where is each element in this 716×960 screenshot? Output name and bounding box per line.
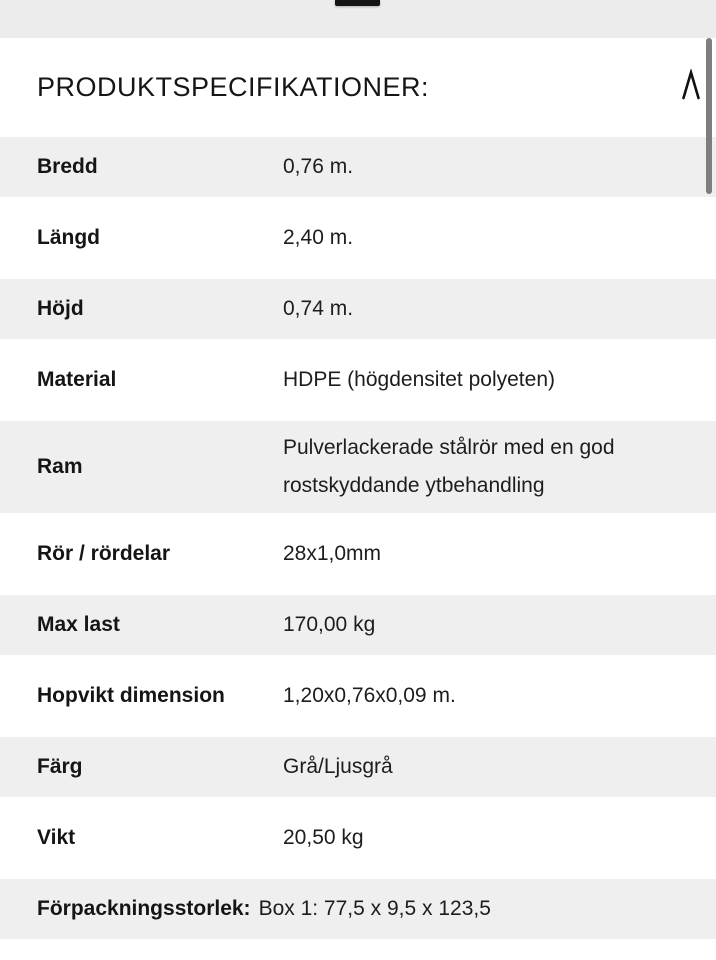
spec-value: Box 1: 77,5 x 9,5 x 123,5 bbox=[258, 897, 491, 920]
spec-label: Förpackningsstorlek: bbox=[37, 897, 251, 920]
spec-value: 20,50 kg bbox=[283, 826, 364, 849]
spec-row: Ram Pulverlackerade stålrör med en god r… bbox=[0, 421, 716, 513]
scrollbar-thumb[interactable] bbox=[706, 38, 712, 194]
spec-value: Pulverlackerade stålrör med en god rosts… bbox=[283, 436, 615, 497]
product-specifications-card: PRODUKTSPECIFIKATIONER: Bredd 0,76 m. Lä… bbox=[0, 38, 716, 960]
spec-value: 170,00 kg bbox=[283, 613, 376, 636]
product-specs-title: PRODUKTSPECIFIKATIONER: bbox=[37, 72, 430, 102]
spec-row: Material HDPE (högdensitet polyeten) bbox=[0, 350, 716, 410]
spec-label: Färg bbox=[37, 755, 83, 778]
spec-label: Material bbox=[37, 368, 117, 391]
spec-value: 1,20x0,76x0,09 m. bbox=[283, 684, 456, 707]
spec-row: Längd 2,40 m. bbox=[0, 208, 716, 268]
spec-value: Grå/Ljusgrå bbox=[283, 755, 393, 778]
spec-label: Vikt bbox=[37, 826, 76, 849]
spec-row: Max last 170,00 kg bbox=[0, 595, 716, 655]
spec-row: Förpackningsstorlek: Box 1: 77,5 x 9,5 x… bbox=[0, 879, 716, 939]
spec-value: 0,76 m. bbox=[283, 155, 354, 178]
spec-row: Bredd 0,76 m. bbox=[0, 137, 716, 197]
spec-row: Hopvikt dimension 1,20x0,76x0,09 m. bbox=[0, 666, 716, 726]
spec-row: Vikt 20,50 kg bbox=[0, 808, 716, 868]
spec-table: Bredd 0,76 m. Längd 2,40 m. Höjd 0,74 m.… bbox=[0, 137, 716, 939]
spec-label: Höjd bbox=[37, 297, 84, 320]
spec-label: Ram bbox=[37, 455, 83, 478]
spec-row: Färg Grå/Ljusgrå bbox=[0, 737, 716, 797]
spec-value: 0,74 m. bbox=[283, 297, 354, 320]
spec-value: 28x1,0mm bbox=[283, 542, 382, 565]
spec-value: 2,40 m. bbox=[283, 226, 354, 249]
chevron-up-icon[interactable] bbox=[681, 68, 701, 101]
spec-label: Max last bbox=[37, 613, 120, 636]
spec-label: Rör / rördelar bbox=[37, 542, 171, 565]
spec-label: Längd bbox=[37, 226, 100, 249]
product-specs-section-header[interactable]: PRODUKTSPECIFIKATIONER: bbox=[0, 38, 716, 137]
spec-label: Bredd bbox=[37, 155, 98, 178]
spec-label: Hopvikt dimension bbox=[37, 684, 225, 707]
spec-row: Höjd 0,74 m. bbox=[0, 279, 716, 339]
top-notch bbox=[335, 0, 380, 6]
spec-value: HDPE (högdensitet polyeten) bbox=[283, 368, 555, 391]
spec-row: Rör / rördelar 28x1,0mm bbox=[0, 524, 716, 584]
